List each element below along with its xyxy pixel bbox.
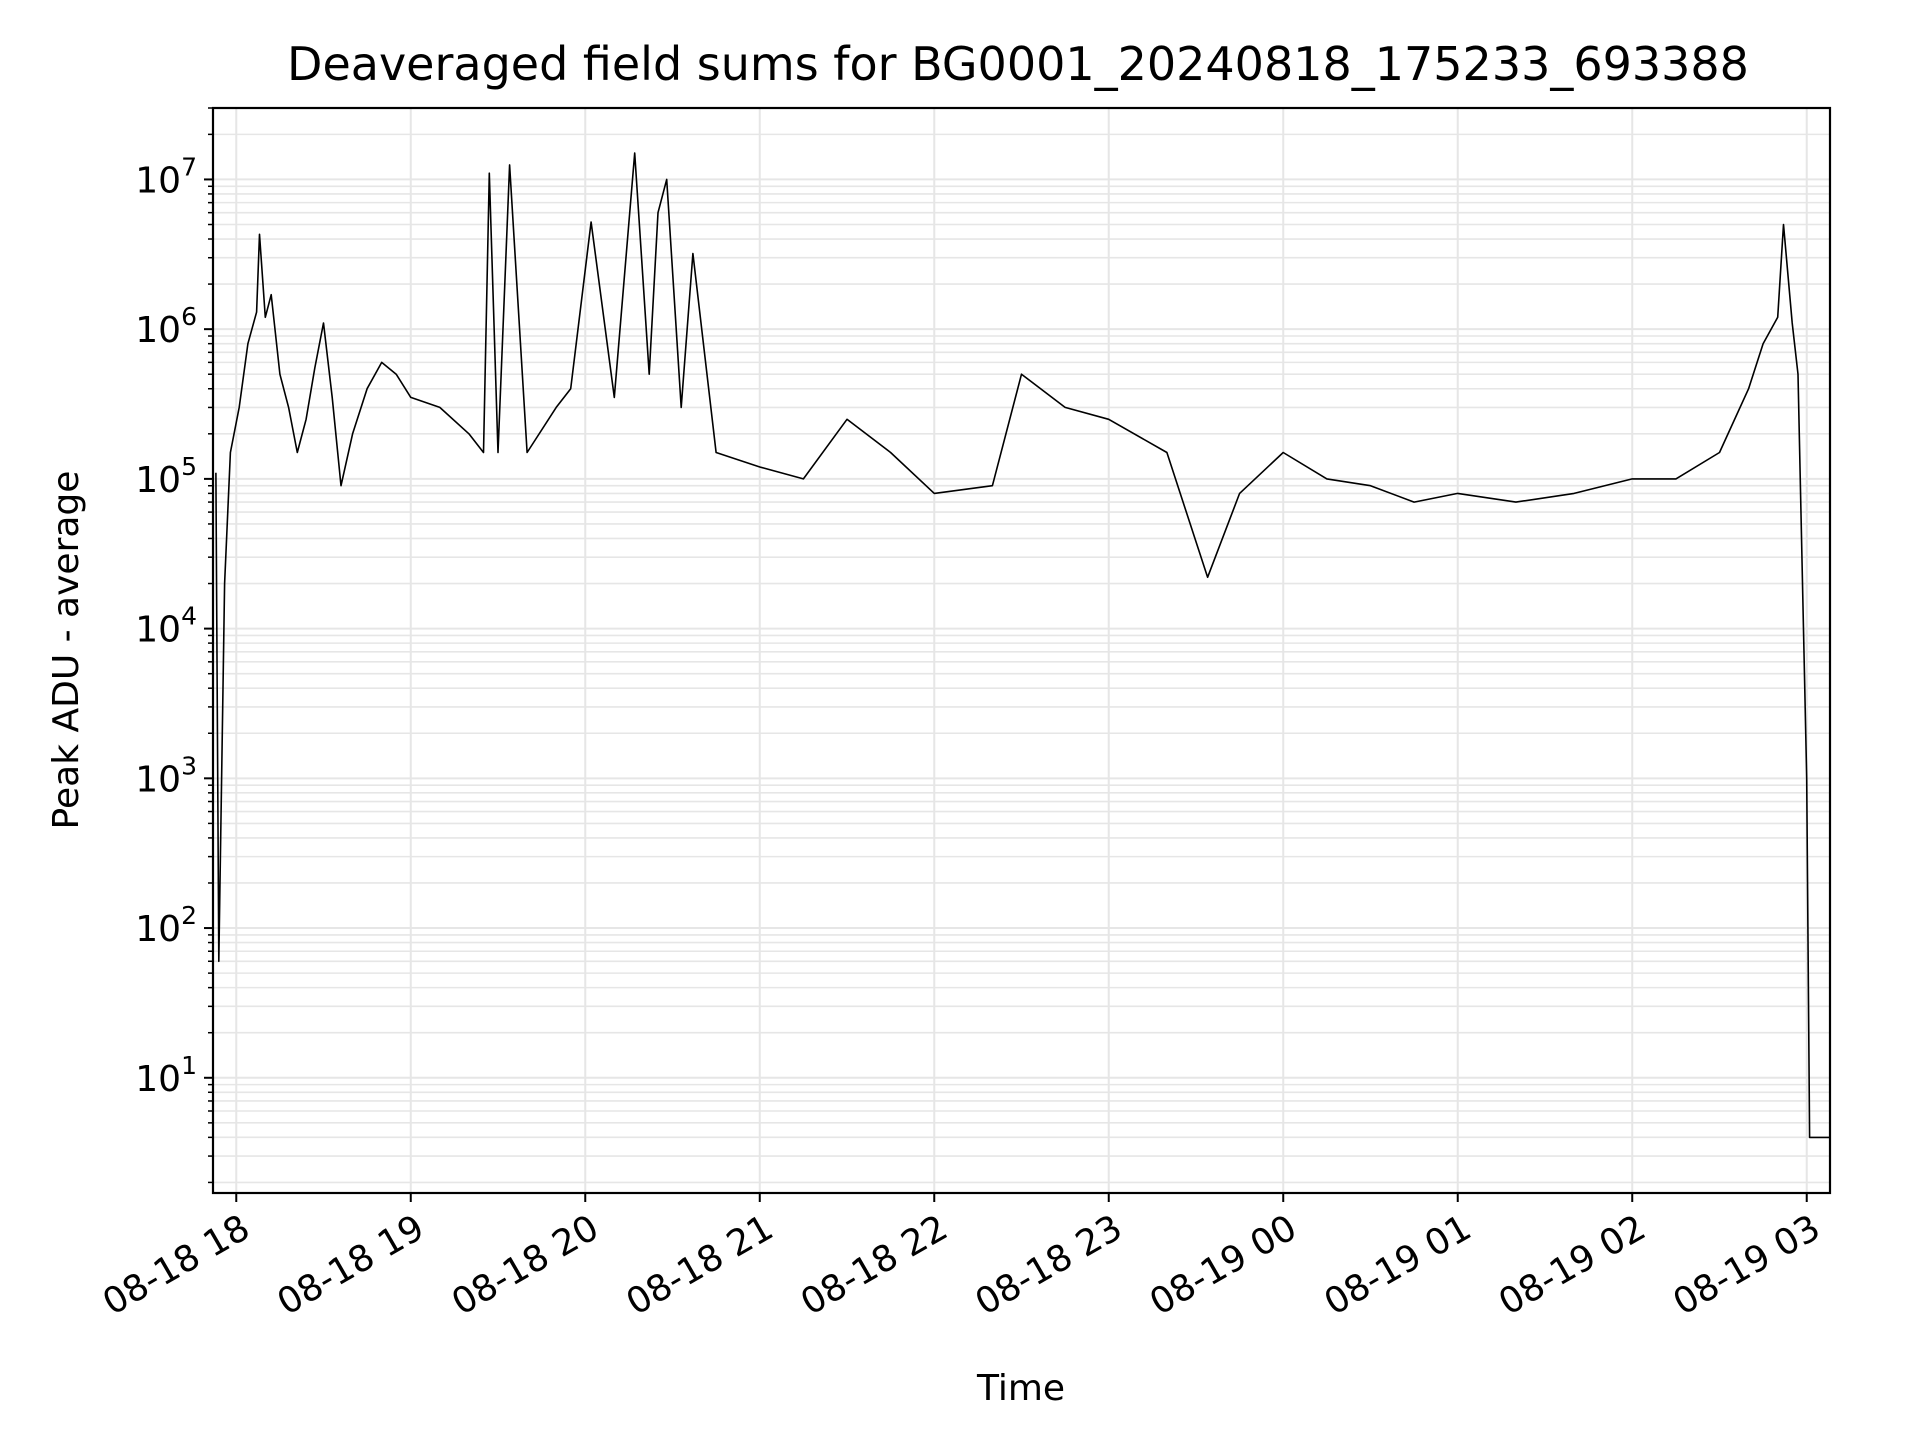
x-axis-title: Time (976, 1368, 1065, 1409)
y-tick-label: 103 (135, 751, 197, 800)
plot-area (215, 152, 1830, 1139)
x-tick-label: 08-19 03 (1667, 1207, 1828, 1323)
x-tick-label: 08-19 01 (1318, 1207, 1479, 1323)
y-axis-title: Peak ADU - average (46, 471, 87, 830)
x-tick-label: 08-18 23 (969, 1207, 1130, 1323)
y-tick-label: 102 (135, 901, 197, 950)
x-tick-label: 08-18 20 (445, 1207, 606, 1323)
y-tick-label: 104 (135, 602, 197, 651)
x-tick-label: 08-18 21 (620, 1207, 781, 1323)
x-tick-label: 08-19 00 (1143, 1207, 1304, 1323)
series-line (215, 152, 1830, 1139)
y-tick-label: 105 (135, 452, 197, 501)
x-tick-label: 08-18 18 (96, 1207, 257, 1323)
y-tick-label: 107 (135, 152, 197, 201)
y-tick-label: 101 (135, 1051, 197, 1100)
x-tick-label: 08-18 22 (794, 1207, 955, 1323)
chart-title: Deaveraged field sums for BG0001_2024081… (287, 37, 1749, 91)
x-tick-label: 08-18 19 (271, 1207, 432, 1323)
grid (213, 107, 1830, 1193)
axes-frame (211, 106, 1832, 1195)
y-tick-label: 106 (135, 302, 197, 351)
x-tick-label: 08-19 02 (1492, 1207, 1653, 1323)
